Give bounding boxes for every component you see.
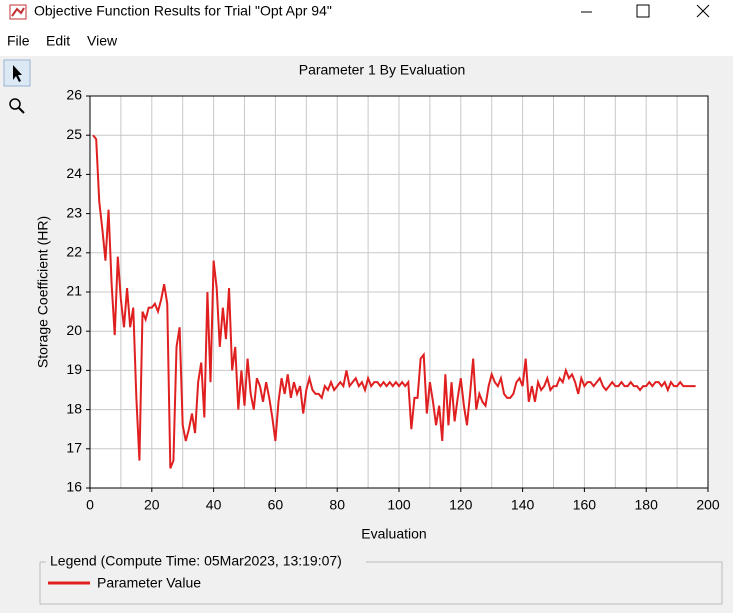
window-title: Objective Function Results for Trial "Op… (34, 3, 332, 19)
menu-item[interactable]: Edit (46, 33, 70, 49)
y-tick-label: 24 (66, 165, 82, 181)
x-tick-label: 80 (329, 497, 345, 513)
zoom-tool[interactable] (9, 98, 21, 110)
x-tick-label: 200 (696, 497, 720, 513)
y-tick-label: 23 (66, 204, 82, 220)
title-bar (0, 0, 733, 30)
x-tick-label: 120 (449, 497, 473, 513)
legend-label: Parameter Value (97, 575, 201, 591)
y-axis-label: Storage Coefficient (HR) (35, 216, 51, 368)
y-tick-label: 25 (66, 126, 82, 142)
legend-box (39, 561, 723, 605)
chart-title: Parameter 1 By Evaluation (299, 62, 466, 78)
y-tick-label: 26 (66, 87, 82, 103)
x-tick-label: 60 (268, 497, 284, 513)
x-tick-label: 140 (511, 497, 535, 513)
plot: 16 17 18 19 20 21 22 23 24 25 26 0 20 40 60 80 100 120 140… (48, 87, 720, 591)
y-tick-label: 21 (66, 283, 82, 299)
y-tick-label: 16 (66, 479, 82, 495)
y-tick-label: 20 (66, 322, 82, 338)
app-icon-line (11, 7, 25, 17)
y-tick-label: 18 (66, 400, 82, 416)
x-tick-label: 20 (144, 497, 160, 513)
close-button[interactable] (696, 4, 710, 18)
zoom-icon (18, 107, 25, 114)
menu-item[interactable]: View (87, 33, 118, 49)
x-tick-label: 160 (573, 497, 597, 513)
x-tick-label: 180 (635, 497, 659, 513)
menu-item[interactable]: File (7, 33, 30, 49)
app-icon (9, 4, 27, 20)
x-tick-label: 40 (206, 497, 222, 513)
maximize-button[interactable] (636, 4, 650, 18)
legend-title: Legend (Compute Time: 05Mar2023, 13:19:0… (50, 553, 342, 569)
x-axis-label: Evaluation (361, 526, 426, 542)
plot-frame (89, 95, 709, 489)
x-tick-label: 0 (86, 497, 94, 513)
y-tick-label: 17 (66, 440, 82, 456)
x-tick-label: 100 (387, 497, 411, 513)
pointer-icon (13, 65, 22, 82)
y-tick-label: 22 (66, 244, 82, 260)
y-tick-label: 19 (66, 361, 82, 377)
menu-bar (0, 30, 733, 56)
data-line (92, 134, 696, 469)
